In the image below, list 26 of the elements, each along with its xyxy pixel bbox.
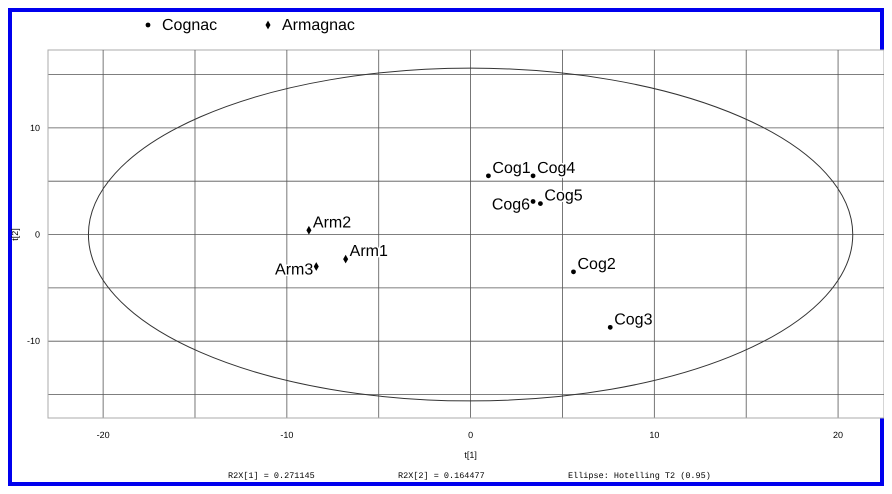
annotation: Arm2: [312, 214, 352, 232]
text: R2X[1] = 0.271145: [228, 471, 315, 481]
y-tick-label: -10: [26, 336, 40, 346]
x-tick-label: -10: [280, 430, 294, 440]
point: [486, 173, 491, 178]
x-axis-title: t[1]: [464, 450, 477, 460]
legend-label: Armagnac: [282, 17, 355, 34]
x-tick-label: 0: [468, 430, 474, 440]
annotation: Cog6: [492, 196, 530, 214]
y-tick-label: 10: [30, 122, 40, 133]
annotation: Cog1: [492, 160, 531, 177]
point: [530, 173, 536, 178]
x-tick-label: 10: [649, 430, 660, 440]
text: Ellipse: Hotelling T2 (0.95): [568, 471, 711, 481]
y-axis-title: t[2]: [10, 228, 20, 241]
y-tick-label: 0: [34, 230, 40, 240]
point: [538, 201, 543, 206]
x-tick-label: -20: [96, 430, 110, 440]
text: R2X[2] = 0.164477: [398, 471, 485, 481]
point: [530, 199, 536, 204]
point: [571, 269, 576, 274]
annotation: Cog3: [614, 311, 653, 328]
point: [608, 324, 613, 330]
annotation: Cog2: [577, 256, 616, 273]
legend-label: Cognac: [162, 17, 218, 34]
x-tick-label: 20: [833, 430, 844, 440]
